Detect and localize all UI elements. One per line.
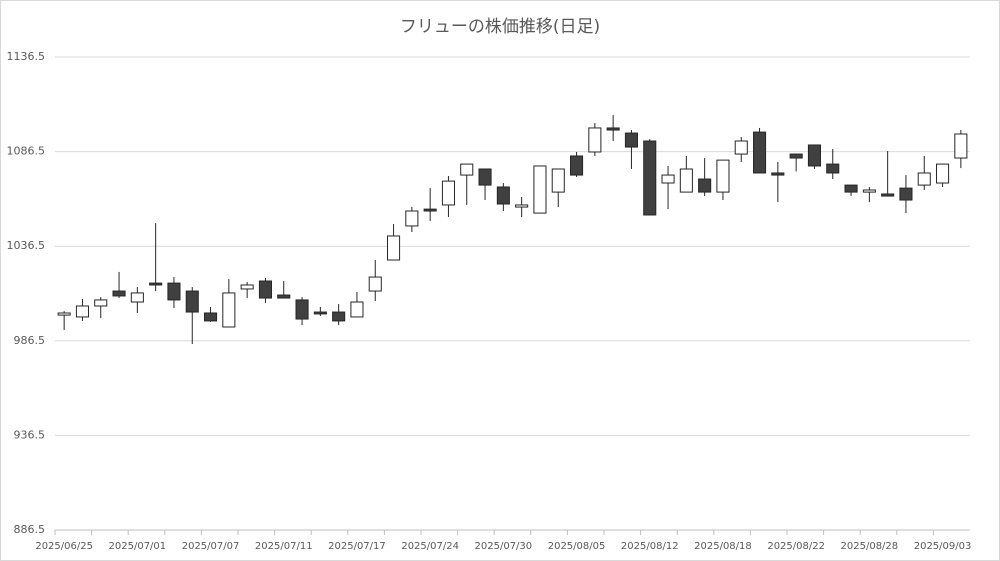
candle-body bbox=[716, 159, 730, 193]
candle-body bbox=[75, 305, 89, 318]
candle-body bbox=[734, 140, 748, 155]
candle-body bbox=[936, 163, 950, 184]
candle-body bbox=[624, 132, 638, 148]
candle-body bbox=[917, 172, 931, 186]
candle-body bbox=[423, 208, 437, 212]
x-tick-label: 2025/07/01 bbox=[109, 541, 167, 552]
candle-body bbox=[679, 168, 693, 193]
candle-body bbox=[222, 292, 236, 328]
x-tick-label: 2025/07/17 bbox=[328, 541, 386, 552]
candle-body bbox=[551, 168, 565, 193]
candle-body bbox=[478, 168, 492, 186]
candle-body bbox=[460, 163, 474, 176]
candle-body bbox=[387, 235, 401, 261]
x-tick-label: 2025/06/25 bbox=[35, 541, 93, 552]
candle-body bbox=[149, 282, 163, 286]
candle-body bbox=[350, 301, 364, 318]
candle-body bbox=[771, 172, 785, 176]
candle-body bbox=[954, 133, 968, 159]
candle-body bbox=[789, 153, 803, 159]
candle-body bbox=[295, 299, 309, 320]
candle-body bbox=[588, 127, 602, 153]
candle-body bbox=[258, 280, 272, 299]
x-tick-label: 2025/07/07 bbox=[182, 541, 240, 552]
candle-body bbox=[862, 189, 876, 193]
candle-body bbox=[112, 290, 126, 297]
candle-body bbox=[277, 294, 291, 299]
candle-body bbox=[332, 311, 346, 322]
y-tick-label: 886.5 bbox=[14, 523, 46, 536]
y-tick-label: 1136.5 bbox=[7, 50, 46, 63]
x-tick-label: 2025/09/03 bbox=[914, 541, 972, 552]
candle-body bbox=[844, 184, 858, 193]
x-tick-label: 2025/08/12 bbox=[621, 541, 679, 552]
candle-body bbox=[826, 163, 840, 174]
candle-body bbox=[240, 284, 254, 290]
candle-body bbox=[881, 193, 895, 197]
candle-body bbox=[496, 186, 510, 205]
candle-body bbox=[533, 165, 547, 214]
x-tick-label: 2025/07/24 bbox=[401, 541, 459, 552]
x-tick-label: 2025/07/11 bbox=[255, 541, 313, 552]
candle-body bbox=[643, 140, 657, 216]
candle-body bbox=[57, 312, 71, 316]
y-tick-label: 1086.5 bbox=[7, 145, 46, 158]
x-tick-label: 2025/07/30 bbox=[475, 541, 533, 552]
y-tick-label: 1036.5 bbox=[7, 239, 46, 252]
candle-body bbox=[405, 210, 419, 227]
x-tick-label: 2025/08/28 bbox=[841, 541, 899, 552]
candle-body bbox=[606, 127, 620, 131]
candle-body bbox=[661, 174, 675, 184]
candle-body bbox=[313, 311, 327, 315]
x-tick-label: 2025/08/22 bbox=[767, 541, 825, 552]
candle-body bbox=[185, 290, 199, 313]
y-tick-label: 986.5 bbox=[14, 334, 46, 347]
x-tick-label: 2025/08/05 bbox=[548, 541, 606, 552]
candle-body bbox=[899, 187, 913, 201]
candle-body bbox=[130, 292, 144, 303]
candle-body bbox=[94, 299, 108, 307]
candle-body bbox=[698, 178, 712, 193]
candle-body bbox=[441, 180, 455, 206]
chart-title: フリューの株価推移(日足) bbox=[400, 17, 600, 37]
y-tick-label: 936.5 bbox=[14, 428, 46, 441]
candle-body bbox=[167, 282, 181, 301]
x-tick-label: 2025/08/18 bbox=[694, 541, 752, 552]
candle-body bbox=[570, 155, 584, 176]
candle-body bbox=[204, 312, 218, 322]
candle-body bbox=[368, 276, 382, 292]
candle-body bbox=[753, 131, 767, 174]
candle-body bbox=[515, 204, 529, 208]
candle-body bbox=[807, 144, 821, 167]
